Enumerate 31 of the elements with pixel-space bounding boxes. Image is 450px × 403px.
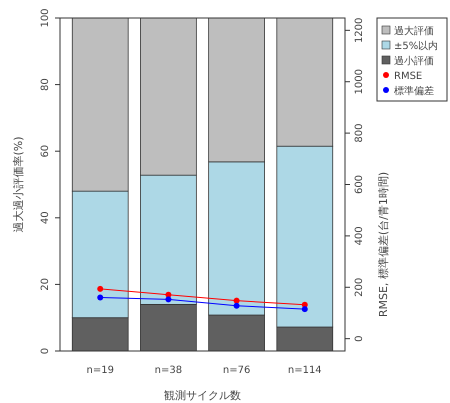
- point: [302, 306, 308, 312]
- y-tick-label: 80: [40, 78, 51, 91]
- x-tick-label: n=76: [222, 365, 250, 376]
- x-axis-title: 観測サイクル数: [164, 389, 241, 402]
- y2-axis-title: RMSE, 標準偏差(台/青1時間): [377, 172, 390, 318]
- legend-label: 標準偏差: [394, 85, 434, 97]
- point: [97, 286, 104, 292]
- point: [165, 296, 172, 302]
- legend-label: RMSE: [394, 71, 422, 82]
- y2-tick-label: 200: [354, 278, 365, 297]
- y2-tick-label: 600: [354, 174, 365, 194]
- legend-label: 過小評価: [394, 55, 434, 67]
- legend-label: 過大評価: [394, 25, 434, 37]
- y-tick-label: 100: [40, 8, 51, 28]
- y-tick-label: 60: [40, 144, 51, 158]
- y2-tick-label: 800: [354, 124, 365, 143]
- legend-label: ±5%以内: [394, 40, 438, 52]
- y-axis-title: 過大過小評価率(%): [12, 136, 25, 233]
- y2-tick-label: 1000: [354, 68, 365, 94]
- y2-tick-label: 0: [354, 335, 365, 342]
- y2-tick-label: 400: [354, 226, 365, 246]
- point: [97, 294, 104, 301]
- y2-tick-label: 1200: [354, 18, 365, 44]
- x-tick-label: n=19: [86, 365, 114, 376]
- point: [234, 298, 240, 304]
- point: [234, 302, 240, 309]
- x-tick-label: n=114: [288, 365, 322, 376]
- y-tick-label: 20: [40, 278, 51, 291]
- y-tick-label: 0: [40, 348, 51, 354]
- y-tick-label: 40: [40, 211, 51, 224]
- x-tick-label: n=38: [154, 365, 182, 376]
